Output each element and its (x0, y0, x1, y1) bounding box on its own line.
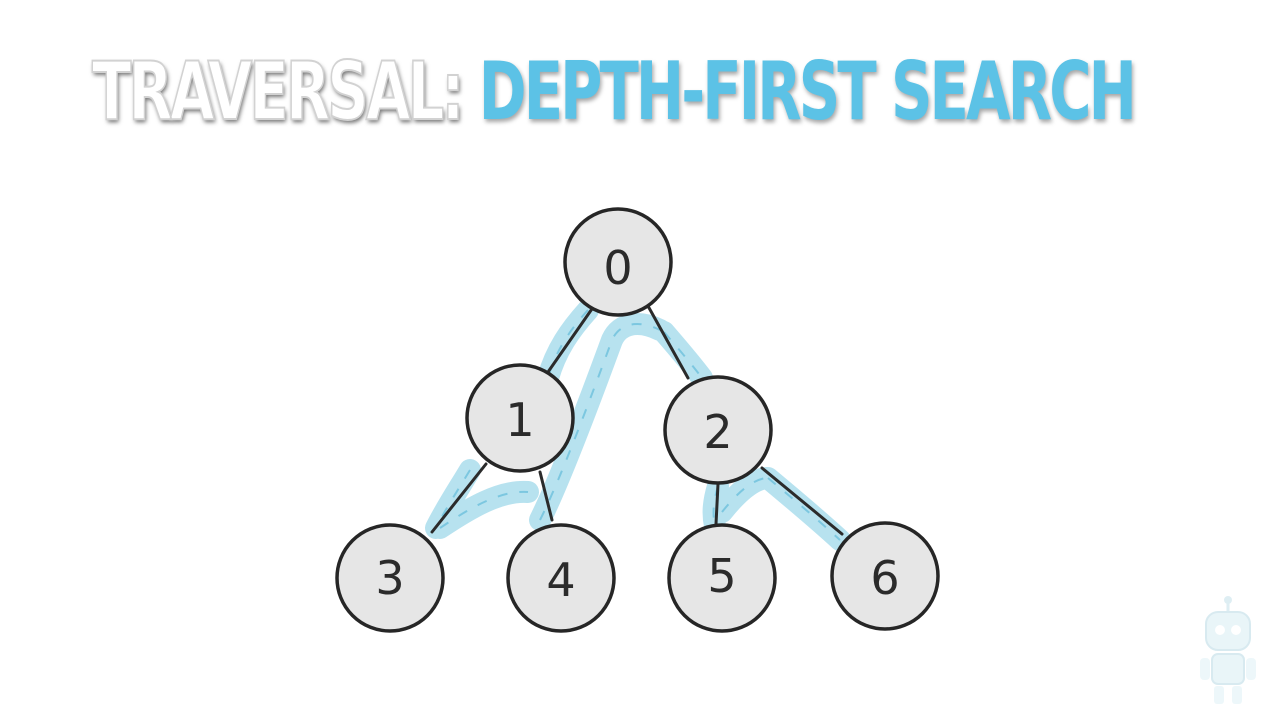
tree-edges (430, 304, 844, 536)
node-2: 2 (663, 375, 773, 485)
robot-icon (1200, 596, 1256, 704)
node-1: 1 (465, 363, 575, 473)
traversal-arrows (435, 309, 841, 541)
node-5-label: 5 (707, 549, 736, 603)
node-6: 6 (830, 521, 940, 631)
edge-1-3 (430, 462, 488, 534)
tree-nodes: 0 1 2 3 4 5 6 (335, 207, 940, 633)
edge-0-2 (646, 304, 690, 380)
node-1-label: 1 (505, 393, 534, 447)
node-0-label: 0 (603, 241, 632, 295)
edge-2-5 (714, 482, 720, 526)
node-3-label: 3 (375, 551, 404, 605)
node-3: 3 (335, 523, 445, 633)
node-2-label: 2 (703, 405, 732, 459)
edge-2-6 (760, 466, 844, 536)
node-5: 5 (667, 523, 777, 633)
node-0: 0 (563, 207, 673, 317)
title-prefix: TRAVERSAL: (91, 45, 465, 138)
slide-title: TRAVERSAL: DEPTH-FIRST SEARCH (91, 51, 1137, 133)
title-accent: DEPTH-FIRST SEARCH (478, 45, 1137, 138)
node-6-label: 6 (870, 551, 899, 605)
traversal-path (425, 299, 851, 551)
node-4-label: 4 (546, 553, 575, 607)
edge-1-4 (538, 470, 554, 522)
node-4: 4 (506, 523, 616, 633)
edge-0-1 (546, 304, 596, 374)
